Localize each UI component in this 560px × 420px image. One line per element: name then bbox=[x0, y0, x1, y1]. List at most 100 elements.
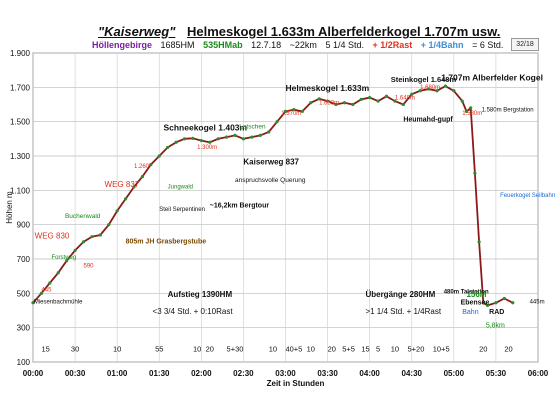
segment-minutes-label: 20 bbox=[328, 345, 336, 354]
y-tick-label: 1.500 bbox=[10, 118, 31, 127]
profile-point bbox=[199, 138, 203, 143]
profile-point bbox=[511, 301, 515, 305]
x-tick-label: 01:00 bbox=[107, 369, 128, 378]
peak-label: Helmeskogel 1.633m bbox=[286, 83, 370, 93]
y-tick-label: 300 bbox=[17, 324, 31, 333]
profile-point bbox=[157, 154, 161, 158]
x-tick-label: 06:00 bbox=[528, 369, 549, 378]
profile-point bbox=[452, 89, 456, 93]
profile-point bbox=[426, 87, 431, 91]
profile-point bbox=[275, 120, 279, 124]
summary-label: Übergänge 280HM bbox=[365, 290, 435, 299]
summary-label: RAD bbox=[489, 309, 504, 316]
x-axis-label: Zeit in Stunden bbox=[267, 379, 325, 388]
segment-minutes-label: 30 bbox=[71, 345, 79, 354]
summary-label: Bahn bbox=[462, 309, 478, 316]
y-tick-label: 700 bbox=[17, 255, 31, 264]
x-tick-label: 03:30 bbox=[317, 369, 338, 378]
segment-minutes-label: 10 bbox=[113, 345, 121, 354]
title-kaiserweg: "Kaiserweg" bbox=[98, 24, 176, 39]
height-label: 1.633m bbox=[319, 101, 339, 107]
x-tick-label: 02:30 bbox=[233, 369, 254, 378]
segment-minutes-label: 10 bbox=[391, 345, 399, 354]
segment-minutes-label: 10 bbox=[269, 345, 277, 354]
subtitle-bahn: + 1/4Bahn bbox=[420, 40, 464, 50]
profile-point bbox=[502, 296, 506, 301]
profile-point bbox=[418, 89, 422, 93]
subtitle-group: Höllengebirge bbox=[92, 40, 153, 50]
segment-minutes-label: 5+5 bbox=[342, 345, 355, 354]
summary-label: 5,8km bbox=[486, 323, 505, 330]
station-label: Steil Serpentinen bbox=[159, 207, 205, 213]
profile-point bbox=[401, 102, 405, 107]
profile-point bbox=[317, 97, 321, 101]
profile-point bbox=[460, 99, 464, 103]
profile-point bbox=[469, 106, 473, 110]
height-label: 1.300m bbox=[197, 145, 217, 151]
profile-point bbox=[393, 99, 397, 103]
x-tick-label: 00:00 bbox=[23, 369, 44, 378]
profile-point bbox=[481, 301, 485, 305]
profile-point bbox=[410, 92, 414, 96]
height-label: 1.570m bbox=[281, 111, 301, 117]
summary-label: Aufstieg 1390HM bbox=[168, 290, 233, 299]
subtitle-hm: 1685HM bbox=[160, 40, 195, 50]
segment-minutes-label: 15 bbox=[41, 345, 49, 354]
profile-point bbox=[81, 240, 86, 244]
profile-point bbox=[65, 259, 69, 263]
segment-minutes-label: 5+20 bbox=[408, 345, 425, 354]
segment-minutes-label: 55 bbox=[155, 345, 163, 354]
x-tick-label: 03:00 bbox=[275, 369, 296, 378]
subtitle-rast: + 1/2Rast bbox=[372, 40, 413, 50]
segment-minutes-label: 10 bbox=[307, 345, 315, 354]
title-route: Helmeskogel 1.633m Alberfelderkogel 1.70… bbox=[186, 24, 501, 39]
profile-point bbox=[368, 96, 372, 100]
peak-label: Steinkogel 1.648m bbox=[391, 75, 457, 84]
x-tick-label: 04:00 bbox=[359, 369, 380, 378]
profile-point bbox=[182, 137, 187, 141]
profile-point bbox=[48, 281, 52, 285]
segment-minutes-label: 15 bbox=[361, 345, 369, 354]
station-label: Kaiserweg 837 bbox=[243, 158, 299, 167]
profile-point bbox=[216, 137, 220, 141]
profile-point bbox=[166, 145, 170, 150]
profile-point bbox=[132, 185, 136, 189]
y-tick-label: 1.900 bbox=[10, 49, 31, 58]
segment-minutes-label: 20 bbox=[206, 345, 214, 354]
segment-minutes-label: 40+5 bbox=[285, 345, 302, 354]
profile-point bbox=[107, 223, 111, 227]
profile-point bbox=[464, 109, 469, 113]
profile-point bbox=[359, 97, 363, 101]
profile-point bbox=[443, 84, 448, 88]
station-label: Buchenwald bbox=[65, 213, 101, 220]
station-label: ~16,2km Bergtour bbox=[210, 203, 270, 210]
subtitle-distance: ~22km bbox=[289, 40, 317, 50]
x-tick-label: 05:30 bbox=[486, 369, 507, 378]
profile-point bbox=[208, 140, 212, 144]
summary-label: >1 1/4 Std. + 1/4Rast bbox=[365, 307, 441, 316]
profile-point bbox=[73, 248, 77, 253]
peak-label: 1.707m Alberfelder Kogel bbox=[441, 72, 543, 82]
height-label: 445 bbox=[41, 288, 52, 294]
summary-label: <3 3/4 Std. + 0:10Rast bbox=[153, 307, 234, 316]
profile-point bbox=[477, 240, 481, 244]
profile-point bbox=[123, 197, 128, 201]
profile-point bbox=[149, 162, 153, 167]
subtitle-time: 5 1/4 Std. bbox=[325, 40, 364, 50]
station-label: Forstweg bbox=[52, 255, 77, 261]
height-label: 1.648m bbox=[395, 95, 415, 101]
x-tick-label: 02:00 bbox=[191, 369, 212, 378]
height-label: 1.580m bbox=[462, 111, 482, 117]
y-tick-label: 500 bbox=[17, 289, 31, 298]
subtitle-date: 12.7.18 bbox=[251, 40, 282, 50]
y-axis-label: Höhen m bbox=[5, 191, 14, 224]
height-label: 590 bbox=[84, 264, 95, 270]
profile-point bbox=[174, 140, 178, 144]
peak-label: Heumahd-gupf bbox=[403, 117, 453, 124]
profile-point bbox=[233, 133, 237, 137]
height-label: 1.680m bbox=[420, 85, 440, 91]
page-badge: 32/18 bbox=[511, 38, 539, 51]
y-tick-label: 1.100 bbox=[10, 186, 31, 195]
x-tick-label: 04:30 bbox=[402, 369, 423, 378]
